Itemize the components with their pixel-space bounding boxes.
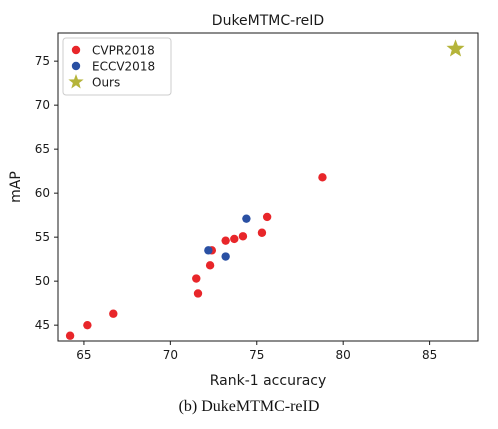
x-tick-label: 85 xyxy=(422,348,437,362)
data-point-cvpr2018 xyxy=(262,212,272,222)
x-tick-label: 70 xyxy=(163,348,178,362)
data-point-cvpr2018 xyxy=(193,289,203,298)
legend-box xyxy=(62,37,172,96)
data-point-eccv2018 xyxy=(204,246,213,255)
data-point-cvpr2018 xyxy=(230,234,239,244)
data-point-eccv2018 xyxy=(221,252,230,261)
legend-marker-circle xyxy=(71,45,81,55)
axis-ticks: 65 70 75 80 85 45 50 55 60 65 70 75 xyxy=(35,54,438,362)
data-point-cvpr2018 xyxy=(192,274,201,283)
data-point-eccv2018 xyxy=(242,214,251,223)
data-point-cvpr2018 xyxy=(109,309,118,318)
data-point-cvpr2018 xyxy=(318,173,327,182)
y-tick-label: 75 xyxy=(35,54,50,68)
data-point-cvpr2018 xyxy=(257,228,267,237)
data-point-cvpr2018 xyxy=(65,331,75,340)
data-points xyxy=(65,39,465,340)
x-tick-label: 80 xyxy=(336,348,351,362)
legend-marker-circle xyxy=(71,61,81,71)
scatter-chart: DukeMTMC-reID 65 70 75 80 85 45 50 55 60 65 70 75 R… xyxy=(8,13,479,389)
data-point-cvpr2018 xyxy=(221,236,230,245)
x-axis-label: Rank-1 accuracy xyxy=(210,373,327,389)
y-tick-label: 45 xyxy=(35,318,50,332)
y-axis-label: mAP xyxy=(8,171,24,203)
x-tick-label: 65 xyxy=(76,348,91,362)
y-tick-label: 50 xyxy=(35,274,50,288)
plot-area xyxy=(57,32,479,342)
legend-label: Ours xyxy=(92,76,120,90)
legend-label: ECCV2018 xyxy=(92,60,155,74)
y-tick-label: 65 xyxy=(35,142,50,156)
y-tick-label: 70 xyxy=(35,98,50,112)
data-point-cvpr2018 xyxy=(205,261,215,270)
y-tick-label: 60 xyxy=(35,186,50,200)
chart-title: DukeMTMC-reID xyxy=(212,13,324,29)
legend-marker-star xyxy=(68,74,84,89)
legend-label: CVPR2018 xyxy=(92,44,155,58)
x-tick-label: 75 xyxy=(249,348,264,362)
data-point-cvpr2018 xyxy=(83,320,92,330)
data-point-ours xyxy=(446,39,465,57)
figure-caption: (b) DukeMTMC-reID xyxy=(178,398,320,415)
y-tick-label: 55 xyxy=(35,230,50,244)
legend: CVPR2018 ECCV2018 Ours xyxy=(62,37,172,96)
data-point-cvpr2018 xyxy=(238,232,248,241)
